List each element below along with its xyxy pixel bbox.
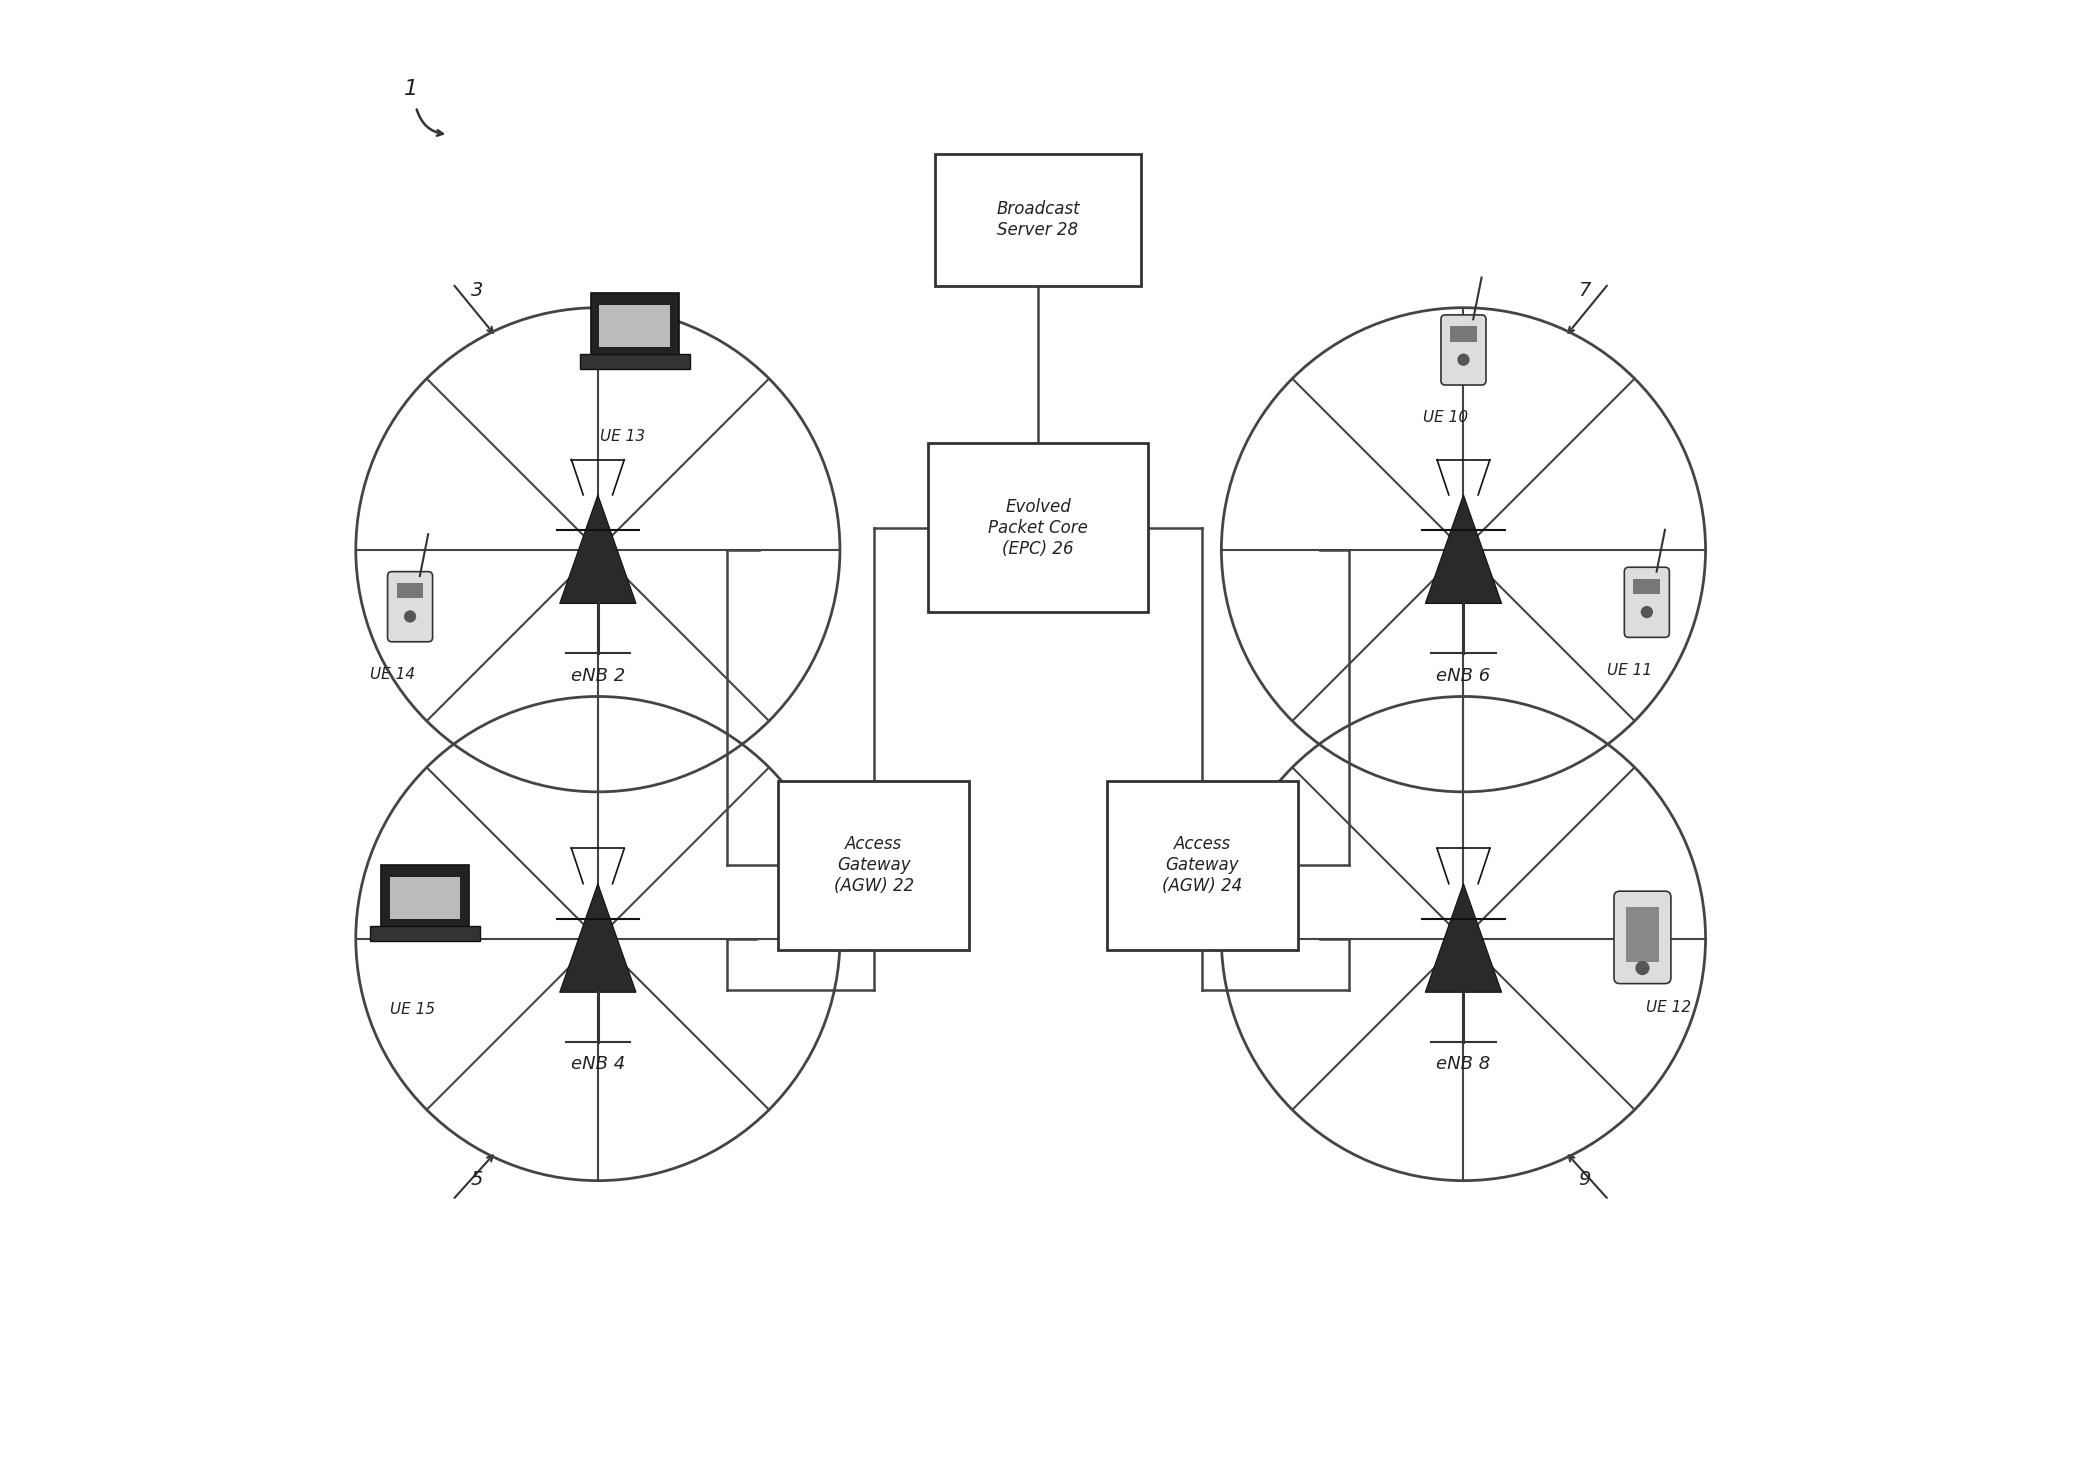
FancyBboxPatch shape	[1623, 567, 1669, 637]
Text: UE 15: UE 15	[390, 1001, 436, 1016]
Text: 1: 1	[405, 78, 419, 99]
FancyBboxPatch shape	[579, 354, 689, 369]
Circle shape	[1636, 961, 1650, 974]
Text: UE 14: UE 14	[370, 666, 415, 683]
Text: Evolved
Packet Core
(EPC) 26: Evolved Packet Core (EPC) 26	[988, 498, 1088, 557]
Text: eNB 8: eNB 8	[1437, 1056, 1491, 1074]
Text: UE 11: UE 11	[1607, 662, 1652, 678]
FancyBboxPatch shape	[390, 877, 461, 918]
Text: UE 13: UE 13	[600, 429, 646, 444]
Text: Broadcast
Server 28: Broadcast Server 28	[996, 200, 1080, 238]
FancyBboxPatch shape	[370, 927, 480, 940]
FancyBboxPatch shape	[600, 305, 671, 347]
Polygon shape	[1426, 495, 1501, 603]
Circle shape	[1640, 606, 1652, 618]
Text: 9: 9	[1578, 1170, 1590, 1189]
FancyBboxPatch shape	[1449, 326, 1476, 342]
FancyBboxPatch shape	[397, 584, 424, 598]
Polygon shape	[561, 884, 635, 992]
Text: Access
Gateway
(AGW) 22: Access Gateway (AGW) 22	[835, 835, 913, 895]
Text: eNB 4: eNB 4	[571, 1056, 625, 1074]
Polygon shape	[561, 495, 635, 603]
FancyBboxPatch shape	[778, 780, 969, 949]
FancyBboxPatch shape	[936, 154, 1140, 286]
Circle shape	[405, 610, 415, 622]
Text: UE 12: UE 12	[1646, 1000, 1692, 1014]
Text: eNB 6: eNB 6	[1437, 666, 1491, 684]
FancyBboxPatch shape	[590, 293, 679, 354]
Text: 5: 5	[471, 1170, 484, 1189]
FancyBboxPatch shape	[1441, 315, 1486, 385]
Text: eNB 2: eNB 2	[571, 666, 625, 684]
Circle shape	[1457, 354, 1470, 366]
FancyBboxPatch shape	[1613, 892, 1671, 983]
FancyBboxPatch shape	[1634, 579, 1661, 594]
Text: 3: 3	[471, 280, 484, 299]
FancyBboxPatch shape	[388, 572, 432, 641]
FancyBboxPatch shape	[928, 443, 1148, 612]
Text: 7: 7	[1578, 280, 1590, 299]
Text: UE 10: UE 10	[1424, 410, 1468, 425]
FancyBboxPatch shape	[1107, 780, 1298, 949]
Text: Access
Gateway
(AGW) 24: Access Gateway (AGW) 24	[1163, 835, 1241, 895]
FancyBboxPatch shape	[1626, 906, 1659, 961]
FancyBboxPatch shape	[380, 865, 469, 927]
Polygon shape	[1426, 884, 1501, 992]
